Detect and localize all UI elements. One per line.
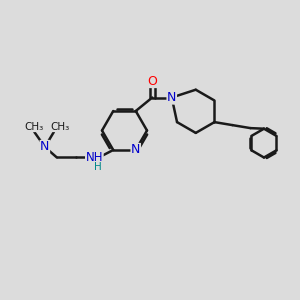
Text: CH₃: CH₃ bbox=[25, 122, 44, 132]
Text: O: O bbox=[147, 74, 157, 88]
Text: NH: NH bbox=[85, 151, 103, 164]
Text: N: N bbox=[167, 91, 176, 104]
Text: N: N bbox=[40, 140, 50, 154]
Text: CH₃: CH₃ bbox=[50, 122, 70, 132]
Text: H: H bbox=[94, 162, 102, 172]
Text: N: N bbox=[131, 143, 140, 157]
